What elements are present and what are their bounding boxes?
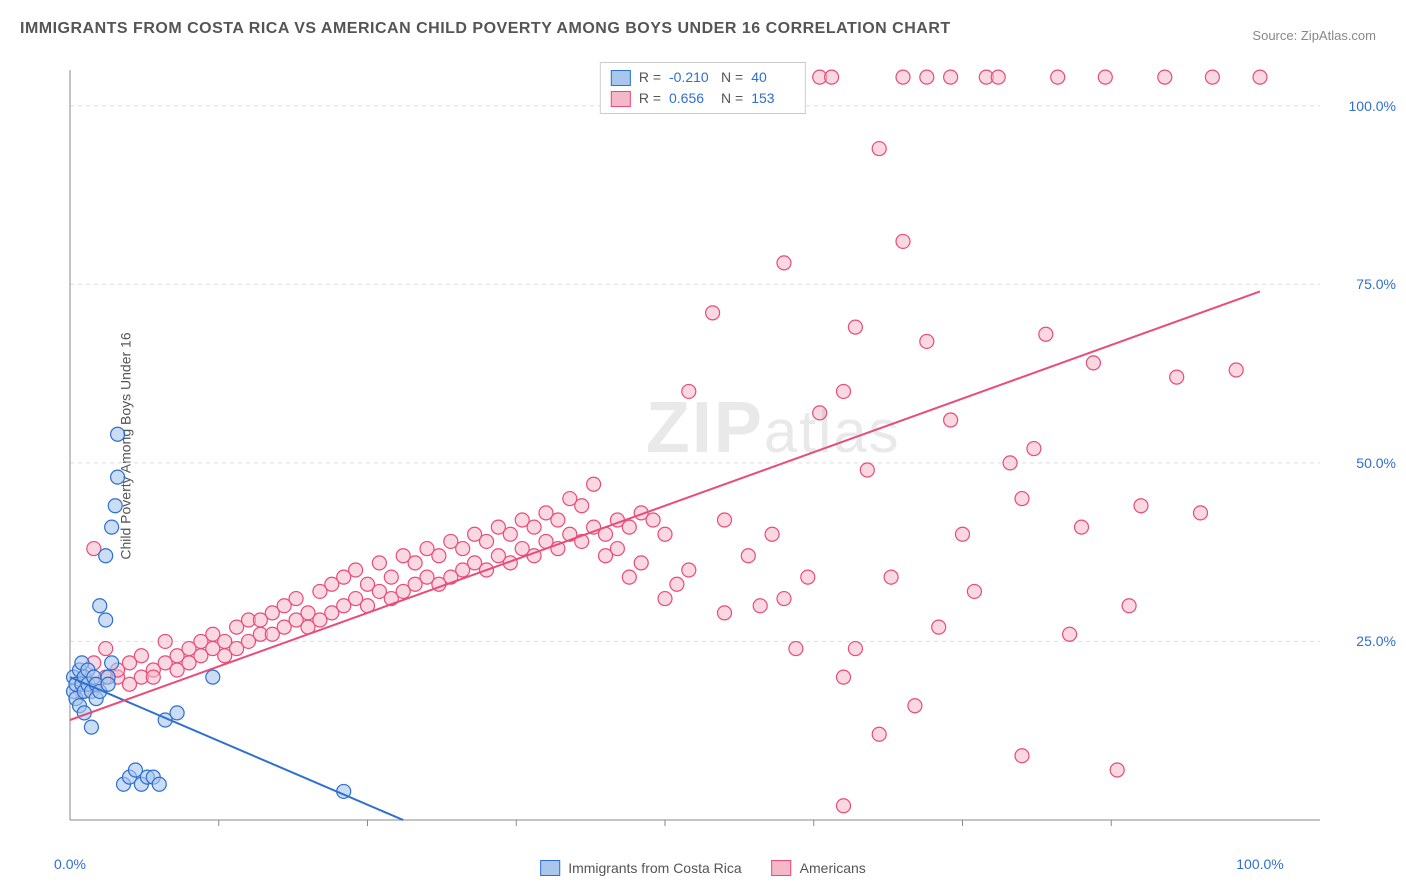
n-label: N =	[721, 88, 743, 109]
series-legend: Immigrants from Costa Rica Americans	[540, 860, 866, 876]
n-label: N =	[721, 67, 743, 88]
source-link[interactable]: ZipAtlas.com	[1301, 28, 1376, 43]
r-label: R =	[639, 88, 661, 109]
legend-label-americans: Americans	[800, 860, 866, 876]
correlation-legend: R = -0.210 N = 40 R = 0.656 N = 153	[600, 62, 806, 114]
legend-item-americans: Americans	[772, 860, 866, 876]
swatch-costa-rica	[540, 860, 560, 876]
legend-item-costa-rica: Immigrants from Costa Rica	[540, 860, 741, 876]
r-label: R =	[639, 67, 661, 88]
source-attribution: Source: ZipAtlas.com	[1252, 28, 1376, 43]
swatch-americans	[772, 860, 792, 876]
y-tick-label: 100.0%	[1349, 98, 1396, 114]
r-value-costa-rica: -0.210	[669, 67, 713, 88]
swatch-costa-rica	[611, 70, 631, 86]
y-tick-label: 25.0%	[1356, 633, 1396, 649]
n-value-americans: 153	[751, 88, 795, 109]
y-tick-label: 75.0%	[1356, 276, 1396, 292]
x-tick-label: 100.0%	[1236, 856, 1283, 872]
legend-label-costa-rica: Immigrants from Costa Rica	[568, 860, 741, 876]
swatch-americans	[611, 91, 631, 107]
source-label: Source:	[1252, 28, 1297, 43]
scatter-plot	[60, 60, 1340, 840]
y-tick-label: 50.0%	[1356, 455, 1396, 471]
n-value-costa-rica: 40	[751, 67, 795, 88]
legend-row-costa-rica: R = -0.210 N = 40	[611, 67, 795, 88]
chart-title: IMMIGRANTS FROM COSTA RICA VS AMERICAN C…	[20, 20, 951, 38]
x-tick-label: 0.0%	[54, 856, 86, 872]
r-value-americans: 0.656	[669, 88, 713, 109]
legend-row-americans: R = 0.656 N = 153	[611, 88, 795, 109]
